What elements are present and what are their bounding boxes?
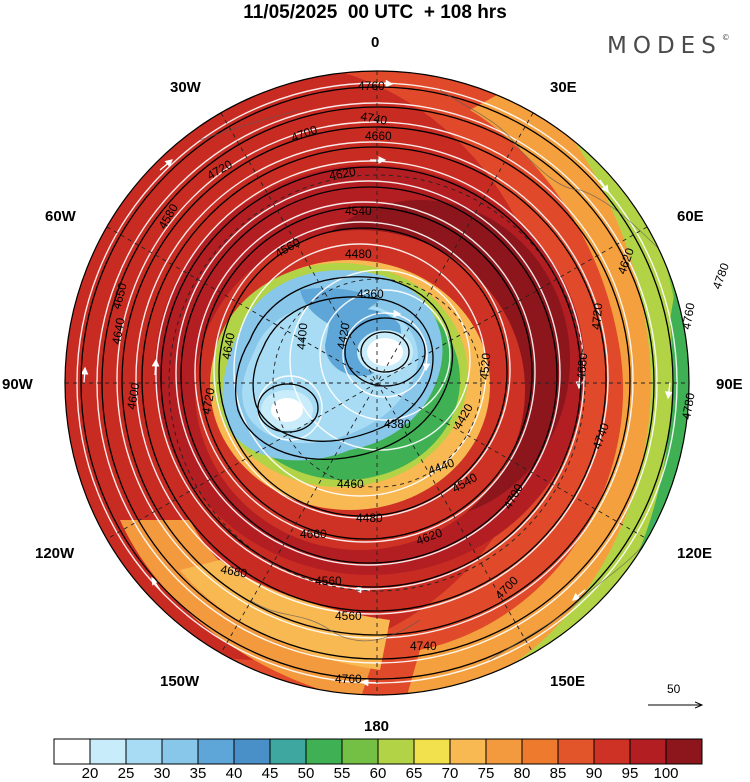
- colorbar-swatch: [305, 738, 343, 765]
- copyright-mark: ©: [721, 33, 730, 42]
- colorbar-tick-label: 50: [297, 765, 315, 782]
- contour-label: 4720: [199, 386, 217, 415]
- colorbar-tick-label: 45: [261, 765, 279, 782]
- colorbar-tick-label: 70: [441, 765, 459, 782]
- contour-label: 4400: [294, 322, 310, 350]
- lon-label-30w: 30W: [170, 79, 201, 96]
- colorbar-tick-label: 35: [189, 765, 207, 782]
- contour-label: 4680: [219, 562, 248, 580]
- colorbar-tick-label: 40: [225, 765, 243, 782]
- colorbar-swatch: [161, 738, 199, 765]
- brand-text: MODES: [607, 33, 722, 59]
- colorbar-tick-label: 20: [81, 765, 99, 782]
- colorbar-swatch: [557, 738, 595, 765]
- contour-label: 4720: [589, 302, 605, 330]
- contour-label: 4600: [124, 381, 142, 410]
- lon-label-60w: 60W: [45, 208, 76, 225]
- map-title: 11/05/2025 00 UTC + 108 hrs: [243, 2, 507, 23]
- contour-label: 4660: [365, 129, 392, 143]
- colorbar-swatch: [413, 738, 451, 765]
- colorbar-tick-label: 55: [333, 765, 351, 782]
- contour-label: 4360: [357, 287, 384, 301]
- colorbar-swatch: [449, 738, 487, 765]
- colorbar-swatch: [377, 738, 415, 765]
- lon-label-120e: 120E: [677, 545, 713, 562]
- colorbar-tick-label: 90: [585, 765, 603, 782]
- lon-label-60e: 60E: [677, 208, 704, 225]
- contour-label: 4420: [334, 321, 352, 350]
- contour-label: 4760: [679, 301, 697, 330]
- contour-label: 4520: [477, 352, 493, 380]
- contour-label: 4560: [315, 574, 342, 588]
- contour-label: 4560: [335, 609, 362, 623]
- colorbar-swatch: [521, 738, 559, 765]
- wind-speed-shading: [65, 71, 689, 695]
- colorbar-swatch: [485, 738, 523, 765]
- lon-label-150w: 150W: [160, 673, 200, 690]
- map-border: [64, 70, 690, 696]
- colorbar-swatch: [341, 738, 379, 765]
- lon-label-90e: 90E: [716, 376, 743, 393]
- contour-label: 4760: [358, 79, 385, 93]
- contour-label: 4740: [359, 109, 388, 127]
- contour-label: 4480: [356, 511, 383, 525]
- colorbar-tick-label: 85: [549, 765, 567, 782]
- contour-label: 4680: [574, 352, 590, 380]
- contour-label: 4380: [384, 417, 411, 431]
- colorbar-tick-label: 60: [369, 765, 387, 782]
- colorbar-swatch: [197, 738, 235, 765]
- colorbar-tick-label: 80: [513, 765, 531, 782]
- colorbar-swatch: [89, 738, 127, 765]
- wind-reference-label: 50: [667, 682, 681, 696]
- contour-label: 4480: [345, 247, 372, 261]
- lon-label-180: 180: [364, 718, 390, 735]
- lon-label-0: 0: [371, 34, 380, 51]
- colorbar-swatch: [125, 738, 163, 765]
- contour-label: 4780: [679, 391, 697, 420]
- colorbar-swatch: [665, 738, 703, 765]
- colorbar-tick-label: 30: [153, 765, 171, 782]
- contour-label: 4460: [337, 477, 364, 491]
- colorbar-tick-label: 100: [653, 765, 679, 782]
- contour-label: 4740: [410, 639, 437, 653]
- lon-label-90w: 90W: [2, 376, 33, 393]
- contour-label: 4760: [335, 672, 362, 686]
- modes-logo: MODES©: [607, 33, 730, 59]
- lon-label-150e: 150E: [550, 673, 586, 690]
- colorbar-swatch: [593, 738, 631, 765]
- contour-label: 4540: [345, 204, 372, 218]
- colorbar-tick-label: 95: [621, 765, 639, 782]
- graticule: [65, 71, 689, 695]
- contour-label: 4640: [219, 331, 237, 360]
- colorbar-swatch: [629, 738, 667, 765]
- contour-label: 4660: [300, 527, 327, 541]
- colorbar-tick-label: 75: [477, 765, 495, 782]
- lon-label-120w: 120W: [35, 545, 75, 562]
- colorbar-swatch: [269, 738, 307, 765]
- colorbar-tick-label: 25: [117, 765, 135, 782]
- contour-label: 4640: [109, 316, 127, 345]
- contour-label: 4650: [109, 281, 130, 311]
- contour-label: 4620: [328, 164, 357, 182]
- colorbar-tick-label: 65: [405, 765, 423, 782]
- colorbar-swatch: [53, 738, 91, 765]
- colorbar-swatch: [233, 738, 271, 765]
- lon-label-30e: 30E: [550, 79, 577, 96]
